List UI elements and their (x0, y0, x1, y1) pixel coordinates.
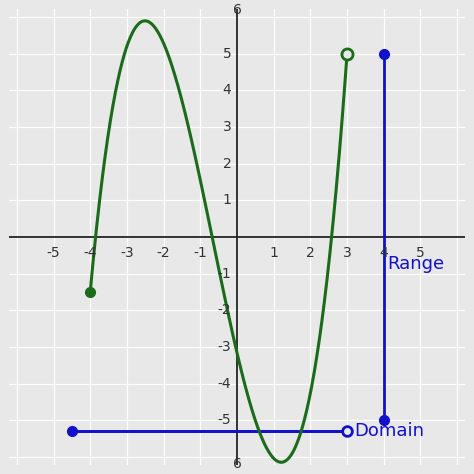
Text: -1: -1 (193, 246, 207, 260)
Text: 4: 4 (223, 83, 231, 97)
Text: 3: 3 (223, 120, 231, 134)
Text: -3: -3 (218, 340, 231, 354)
Text: -5: -5 (218, 413, 231, 428)
Text: 5: 5 (416, 246, 425, 260)
Text: -4: -4 (83, 246, 97, 260)
Text: -2: -2 (157, 246, 171, 260)
Text: 5: 5 (223, 46, 231, 61)
Text: -4: -4 (218, 377, 231, 391)
Text: 3: 3 (343, 246, 351, 260)
Text: 6: 6 (233, 457, 241, 471)
Text: 2: 2 (306, 246, 315, 260)
Text: Range: Range (387, 255, 445, 273)
Text: 1: 1 (269, 246, 278, 260)
Text: 2: 2 (223, 156, 231, 171)
Text: Domain: Domain (355, 422, 424, 440)
Text: -1: -1 (218, 267, 231, 281)
Text: -2: -2 (218, 303, 231, 318)
Text: 4: 4 (379, 246, 388, 260)
Text: -5: -5 (47, 246, 60, 260)
Text: 1: 1 (223, 193, 231, 207)
Text: 6: 6 (233, 3, 241, 17)
Text: -3: -3 (120, 246, 134, 260)
